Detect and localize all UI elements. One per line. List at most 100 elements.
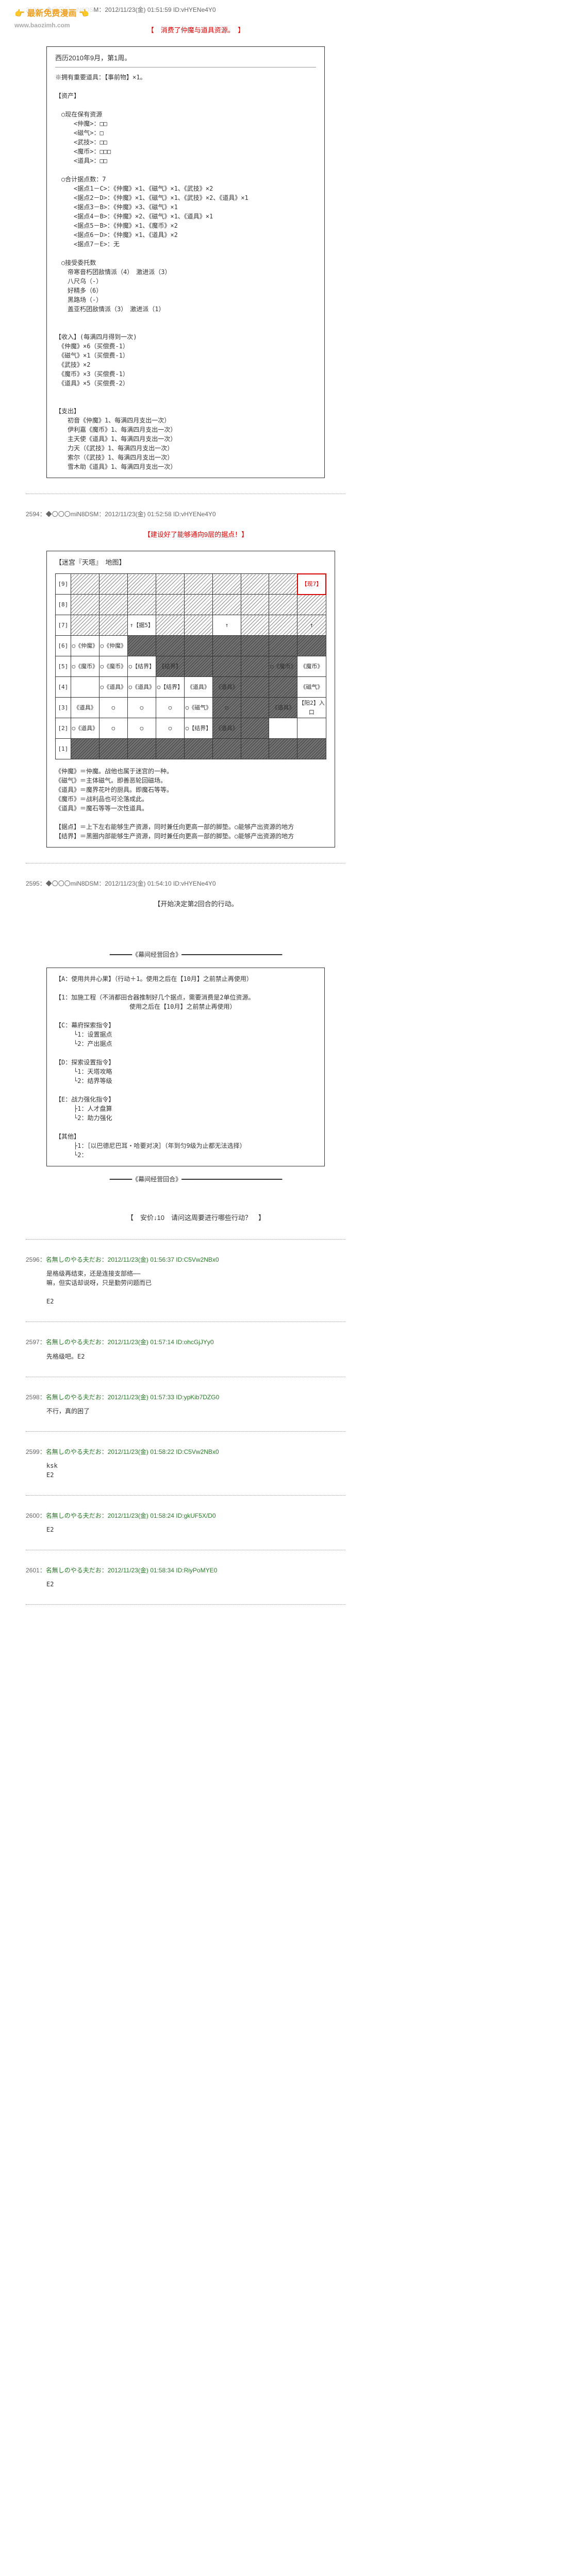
separator-line: ━━━━━━《幕间经营回合》━━━━━━━━━━━━━━━━━━━━━━━━━━… <box>46 950 345 959</box>
separator <box>26 1604 345 1605</box>
map-cell: ○《魔币》 <box>269 656 297 677</box>
map-cell <box>127 574 156 595</box>
actions-body: 【A：使用共井心果】（行动＋1。使用之后在【10月】之前禁止再使用） 【1：加施… <box>55 974 316 1160</box>
reply-header: 2600：名無しのやる夫だお：2012/11/23(金) 01:58:24 ID… <box>26 1511 345 1521</box>
map-cell: ○ <box>99 718 127 739</box>
map-cell <box>184 739 212 759</box>
row-label: [5] <box>56 656 71 677</box>
status-body: ※拥有重要道具：【事前物】×1。 【资产】 ○现在保有资源 <仲魔>：□□ <磁… <box>55 73 316 471</box>
map-cell: 《魔币》 <box>297 656 326 677</box>
map-cell <box>241 698 269 718</box>
map-cell: 《道具》 <box>212 677 241 698</box>
map-cell <box>212 656 241 677</box>
main-container: 2593：◆〇〇〇miN8DSM：2012/11/23(金) 01:51:59 … <box>26 0 345 1605</box>
actions-box: 【A：使用共井心果】（行动＋1。使用之后在【10月】之前禁止再使用） 【1：加施… <box>46 968 325 1166</box>
map-cell <box>241 718 269 739</box>
map-cell: 《道具》 <box>269 698 297 718</box>
map-cell: ○ <box>99 698 127 718</box>
row-label: [6] <box>56 636 71 656</box>
map-box: 【迷宫『天塔』 地图】 [9]【现7】[8][7]↑【据5】↑↑[6]○《仲魔》… <box>46 551 335 848</box>
watermark: 👉 最新免费漫画 👈 www.baozimh.com <box>10 5 93 32</box>
row-label: [4] <box>56 677 71 698</box>
map-cell <box>156 615 184 636</box>
map-cell <box>156 574 184 595</box>
map-cell <box>241 739 269 759</box>
map-cell: ○《道具》 <box>127 677 156 698</box>
map-cell: ↑ <box>297 615 326 636</box>
separator-line-2: ━━━━━━《幕间经营回合》━━━━━━━━━━━━━━━━━━━━━━━━━━… <box>46 1175 345 1184</box>
map-cell: ○ <box>156 698 184 718</box>
map-cell <box>269 595 297 615</box>
reply-header: 2601：名無しのやる夫だお：2012/11/23(金) 01:58:34 ID… <box>26 1566 345 1575</box>
map-cell <box>71 677 99 698</box>
separator <box>26 1239 345 1240</box>
map-cell <box>184 636 212 656</box>
map-cell <box>71 595 99 615</box>
map-cell <box>184 574 212 595</box>
reply-body: 不行，真的困了 <box>26 1406 345 1416</box>
turn-title: 【开始决定第2回合的行动。 <box>46 899 345 910</box>
map-cell: ○《仲魔》 <box>99 636 127 656</box>
map-cell <box>241 615 269 636</box>
map-cell <box>269 615 297 636</box>
map-cell: ○【结界】 <box>156 677 184 698</box>
map-cell <box>297 718 326 739</box>
watermark-url: www.baozimh.com <box>14 21 89 30</box>
map-table: [9]【现7】[8][7]↑【据5】↑↑[6]○《仲魔》○《仲魔》[5]○《魔币… <box>55 573 326 760</box>
map-cell <box>269 718 297 739</box>
map-cell <box>269 574 297 595</box>
map-cell: ↑【据5】 <box>127 615 156 636</box>
map-cell: ○ <box>156 718 184 739</box>
map-cell <box>99 739 127 759</box>
map-cell <box>297 636 326 656</box>
map-cell <box>71 615 99 636</box>
map-cell <box>212 636 241 656</box>
separator <box>26 1321 345 1322</box>
map-legend: 《仲魔》＝仲魔。战他也属于迷宫的一种。 《磁气》＝主体磁气。即善恶轮回磁场。 《… <box>55 767 326 841</box>
map-cell <box>297 595 326 615</box>
map-cell <box>241 677 269 698</box>
map-cell: ○【结界】 <box>184 718 212 739</box>
map-cell <box>156 636 184 656</box>
watermark-title: 👉 最新免费漫画 👈 <box>14 9 89 18</box>
map-cell: 【现7】 <box>297 574 326 595</box>
row-label: [9] <box>56 574 71 595</box>
map-cell <box>99 574 127 595</box>
map-cell <box>127 739 156 759</box>
question-line: 【 安价↓10 请问这周要进行哪些行动？ 】 <box>46 1213 345 1224</box>
reply-body: E2 <box>26 1525 345 1534</box>
map-cell: ○《道具》 <box>99 677 127 698</box>
replies-list: 2596：名無しのやる夫だお：2012/11/23(金) 01:56:37 ID… <box>26 1255 345 1605</box>
map-cell <box>184 656 212 677</box>
map-cell <box>269 677 297 698</box>
map-cell <box>269 636 297 656</box>
post-2593-content: 【 消费了仲魔与道具资源。 】 西历2010年9月，第1周。 ※拥有重要道具：【… <box>26 25 345 478</box>
map-cell: ○《魔币》 <box>71 656 99 677</box>
map-cell <box>241 656 269 677</box>
map-cell <box>212 595 241 615</box>
map-cell: 《道具》 <box>184 677 212 698</box>
red-announce-2: 【建设好了能够通向9层的据点！】 <box>46 530 345 540</box>
reply-body: E2 <box>26 1580 345 1589</box>
map-cell <box>71 574 99 595</box>
map-cell: ○《仲魔》 <box>71 636 99 656</box>
row-label: [7] <box>56 615 71 636</box>
map-cell <box>269 739 297 759</box>
map-cell <box>241 574 269 595</box>
reply-header: 2597：名無しのやる夫だお：2012/11/23(金) 01:57:14 ID… <box>26 1337 345 1347</box>
box-date-header: 西历2010年9月，第1周。 <box>55 53 316 67</box>
map-cell <box>156 739 184 759</box>
reply-header: 2599：名無しのやる夫だお：2012/11/23(金) 01:58:22 ID… <box>26 1447 345 1457</box>
row-label: [3] <box>56 698 71 718</box>
map-cell: ○ <box>127 698 156 718</box>
separator <box>26 1495 345 1496</box>
reply-body: ksk E2 <box>26 1461 345 1480</box>
map-cell: ○ <box>212 698 241 718</box>
map-cell <box>297 739 326 759</box>
map-cell: ↑ <box>212 615 241 636</box>
map-cell: ○ <box>127 718 156 739</box>
map-cell: ○《魔币》 <box>99 656 127 677</box>
row-label: [1] <box>56 739 71 759</box>
reply-header: 2596：名無しのやる夫だお：2012/11/23(金) 01:56:37 ID… <box>26 1255 345 1265</box>
map-cell <box>241 636 269 656</box>
